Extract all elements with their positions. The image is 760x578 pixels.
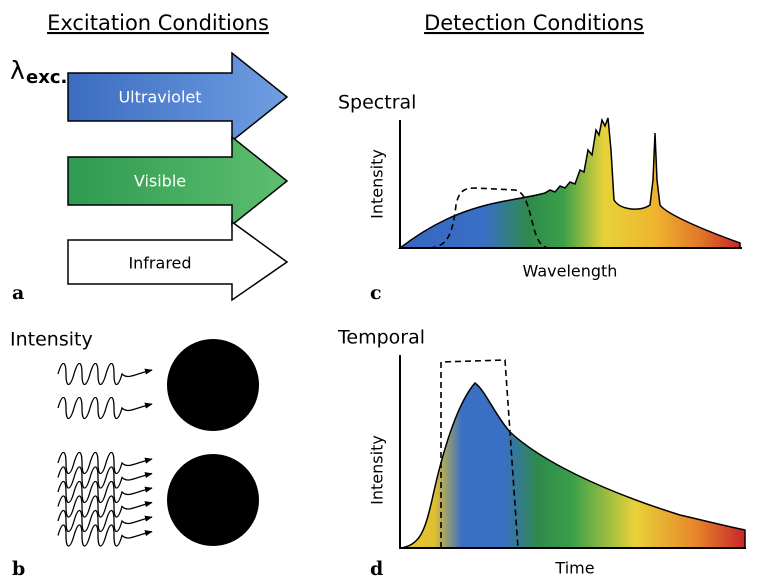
light-wave	[57, 524, 153, 547]
panel-label: d	[370, 558, 383, 578]
header: Excitation Conditions	[47, 11, 269, 35]
axes	[399, 120, 742, 249]
light-wave	[57, 466, 153, 489]
light-wave	[57, 362, 153, 386]
arrow-uv	[67, 51, 289, 143]
axes	[399, 355, 746, 549]
panel-title: Spectral	[338, 92, 416, 114]
gate-window	[440, 359, 519, 549]
panel-label: b	[12, 558, 25, 578]
panel-label: c	[370, 282, 382, 304]
y-axis-label: Intensity	[368, 149, 387, 219]
lambda-subscript: exc.	[26, 67, 67, 88]
y-axis-label: Intensity	[368, 435, 387, 505]
header: Detection Conditions	[424, 11, 644, 35]
light-wave	[57, 451, 153, 475]
lambda-symbol: λ	[10, 56, 25, 85]
light-wave	[57, 396, 153, 420]
light-wave	[57, 495, 153, 518]
arrow-visible	[67, 135, 289, 227]
sample-circle	[167, 339, 259, 431]
arrow-label: Visible	[134, 172, 186, 191]
x-axis-label: Wavelength	[523, 262, 618, 281]
light-wave	[57, 480, 153, 504]
filter-curve	[429, 187, 549, 249]
decay-curve	[399, 382, 746, 549]
spectrum-curve	[397, 117, 741, 249]
sample-circle	[167, 454, 259, 546]
arrow-label: Ultraviolet	[118, 88, 201, 107]
arrow-infrared	[67, 220, 289, 302]
x-axis-label: Time	[554, 559, 594, 578]
waves	[57, 362, 153, 547]
panel-label: a	[12, 282, 24, 304]
arrow-label: Infrared	[128, 254, 191, 273]
panel-title: Temporal	[337, 327, 425, 349]
light-wave	[57, 509, 153, 533]
panel-title: Intensity	[10, 329, 93, 351]
